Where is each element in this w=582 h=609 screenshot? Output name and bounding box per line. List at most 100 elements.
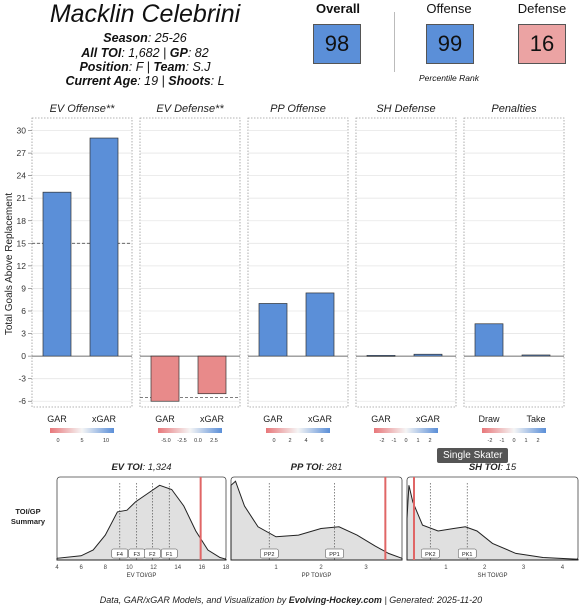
- age-shoots-line: Current Age: 19 | Shoots: L: [65, 74, 225, 88]
- bar-xgar: [89, 137, 119, 357]
- marker-label: F3: [133, 552, 139, 558]
- color-scale-tick: 2: [288, 438, 291, 444]
- rank-divider: [394, 12, 395, 72]
- y-tick-label: -3: [18, 374, 26, 384]
- x-axis-label: EV TOI/GP: [127, 573, 157, 579]
- x-tick-label: GAR: [371, 414, 391, 424]
- offense-title: Offense: [426, 1, 472, 16]
- gar-panels-chart: Total Goals Above Replacement30272421181…: [4, 98, 565, 444]
- x-tick-label: GAR: [47, 414, 67, 424]
- color-scale-tick: 0: [272, 438, 275, 444]
- y-tick-label: 30: [17, 126, 27, 136]
- color-scale-bar: [50, 428, 114, 433]
- color-scale-tick: -5.0: [161, 438, 170, 444]
- bar-gar: [150, 355, 180, 402]
- y-axis-label: Total Goals Above Replacement: [4, 193, 15, 336]
- bar-xgar: [413, 353, 443, 357]
- x-tick-label: 4: [561, 565, 565, 571]
- marker-box: [421, 548, 440, 559]
- marker-box: [161, 548, 178, 559]
- color-scale-tick: 2.5: [210, 438, 218, 444]
- marker-box: [457, 548, 477, 559]
- x-tick-label: 10: [126, 565, 133, 571]
- gar-panel-0: EV Offense** GAR xGAR 0 5 10: [31, 98, 133, 444]
- marker-box: [144, 548, 161, 559]
- defense-title: Defense: [517, 1, 567, 16]
- marker-label: F4: [117, 552, 123, 558]
- overall-rank-box: 98: [313, 24, 361, 64]
- y-tick-label: 24: [17, 171, 27, 181]
- density-area: [230, 480, 403, 561]
- color-scale-tick: 4: [304, 438, 307, 444]
- x-tick-label: 16: [199, 565, 206, 571]
- percentile-rank-caption: Percentile Rank: [418, 73, 479, 83]
- x-tick-label: Take: [526, 414, 545, 424]
- toi-gp-label: TOI/GP Summary: [11, 507, 46, 526]
- panel-title: EV Defense**: [156, 103, 224, 115]
- color-scale-tick: -2.5: [177, 438, 186, 444]
- panel-title: PP Offense: [270, 103, 326, 115]
- player-header: Macklin Celebrini Season: 25-26 All TOI:…: [0, 0, 582, 92]
- y-tick-label: 6: [21, 306, 26, 316]
- color-scale-tick: 1: [524, 438, 527, 444]
- panel-frame: [247, 117, 349, 408]
- x-tick-label: Draw: [478, 414, 500, 424]
- panel-header: [464, 98, 564, 118]
- color-scale-bar: [158, 428, 222, 433]
- toi-panel-2: SH TOI: 15 PK2 PK1 1 2 3 4 SH TOI/GP: [406, 462, 579, 579]
- bar-draw: [474, 323, 504, 357]
- x-tick-label: 3: [364, 565, 368, 571]
- x-tick-label: xGAR: [416, 414, 441, 424]
- bar-xgar: [197, 355, 227, 395]
- y-tick-label: 9: [21, 283, 26, 293]
- marker-label: F1: [166, 552, 172, 558]
- x-tick-label: 3: [522, 565, 526, 571]
- color-scale-tick: -1: [392, 438, 397, 444]
- toi-panel-title: EV TOI: 1,324: [111, 462, 171, 473]
- panel-title: EV Offense**: [50, 103, 116, 115]
- panel-frame: [355, 117, 457, 408]
- panel-header: [32, 98, 132, 118]
- x-tick-label: xGAR: [308, 414, 333, 424]
- footer-brand[interactable]: Evolving-Hockey.com: [288, 595, 382, 605]
- panel-frame: [139, 117, 241, 408]
- y-tick-label: 18: [17, 216, 27, 226]
- x-tick-label: xGAR: [92, 414, 117, 424]
- y-tick-label: 12: [17, 261, 27, 271]
- marker-label: PP2: [264, 552, 274, 558]
- x-tick-label: 12: [150, 565, 157, 571]
- y-tick-label: -6: [18, 396, 26, 406]
- overall-title: Overall: [315, 1, 361, 16]
- x-axis-label: SH TOI/GP: [477, 573, 507, 579]
- y-tick-label: 27: [17, 148, 27, 158]
- x-tick-label: xGAR: [200, 414, 225, 424]
- x-tick-label: 1: [274, 565, 278, 571]
- color-scale-tick: -2: [380, 438, 385, 444]
- single-skater-tooltip: Single Skater: [437, 448, 509, 463]
- position-team-line: Position: F | Team: S.J: [79, 60, 211, 74]
- panel-frame: [463, 117, 565, 408]
- panel-title: SH Defense: [376, 103, 435, 115]
- x-tick-label: 6: [79, 565, 83, 571]
- color-scale-tick: -2: [488, 438, 493, 444]
- marker-label: PK1: [462, 552, 472, 558]
- color-scale-tick: 0: [404, 438, 407, 444]
- marker-label: PP1: [329, 552, 339, 558]
- marker-box: [111, 548, 129, 559]
- color-scale-tick: 2: [428, 438, 431, 444]
- color-scale-tick: 0: [56, 438, 59, 444]
- x-axis-label: PP TOI/GP: [302, 573, 332, 579]
- marker-label: F2: [149, 552, 155, 558]
- toi-gp-line: All TOI: 1,682 | GP: 82: [81, 46, 209, 60]
- color-scale-bar: [374, 428, 438, 433]
- marker-box: [325, 548, 344, 559]
- toi-panel-1: PP TOI: 281 PP2 PP1 1 2 3 PP TOI/GP: [230, 462, 403, 579]
- bar-take: [521, 354, 551, 357]
- y-tick-label: 0: [21, 351, 26, 361]
- color-scale-tick: 6: [320, 438, 323, 444]
- color-scale-tick: -1: [500, 438, 505, 444]
- x-tick-label: 2: [319, 565, 323, 571]
- x-tick-label: GAR: [263, 414, 283, 424]
- color-scale-tick: 0: [512, 438, 515, 444]
- bar-gar: [258, 303, 288, 357]
